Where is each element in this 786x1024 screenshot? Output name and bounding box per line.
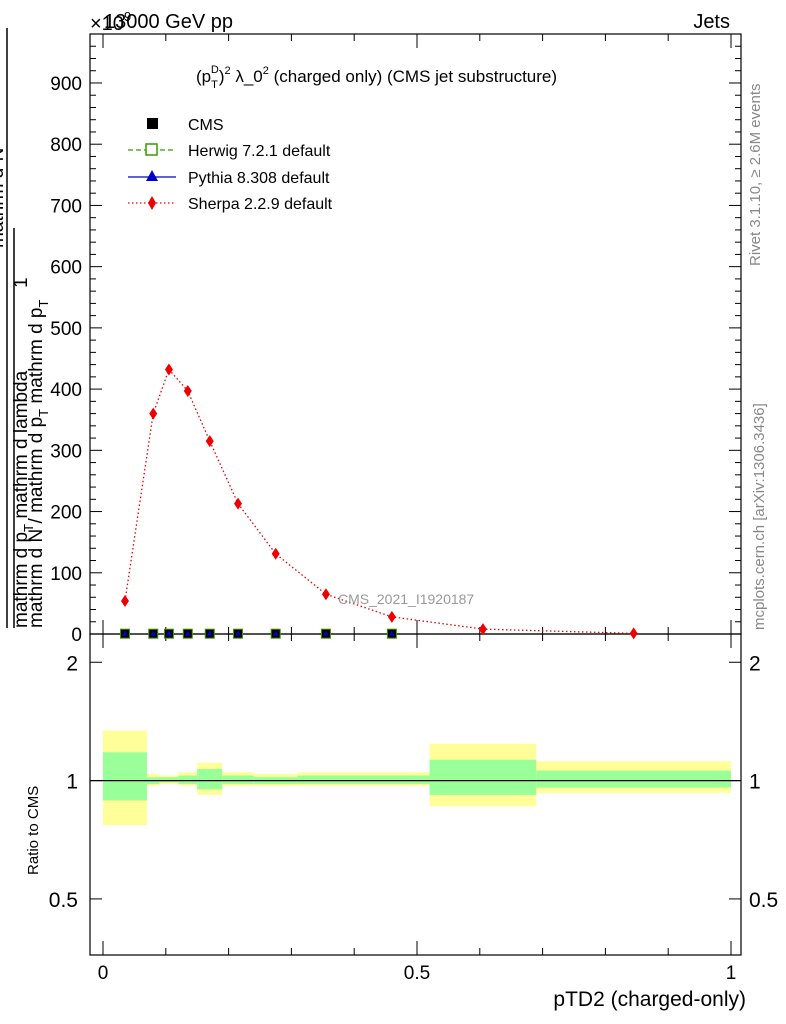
- sherpa-point: [478, 623, 487, 636]
- sherpa-point: [149, 407, 158, 420]
- y-tick-label: 900: [50, 74, 82, 95]
- energy-label: 13000 GeV pp: [104, 11, 233, 33]
- ratio-tick-label-right: 2: [749, 652, 761, 675]
- y-label-denominator: mathrm d N / mathrm d pT mathrm d pT: [26, 300, 51, 629]
- ratio-inner-band: [429, 759, 537, 795]
- y-tick-label: 100: [50, 564, 82, 585]
- pythia-point: [322, 630, 329, 636]
- ratio-bands: [103, 730, 731, 826]
- ratio-tick-label-right: 1: [749, 771, 761, 794]
- y-tick-label: 0: [71, 625, 82, 646]
- y-label-middle: mathrm d pT mathrm d lambda: [11, 370, 36, 628]
- header: ×109 13000 GeV pp Jets: [90, 9, 730, 35]
- ratio-inner-band: [536, 770, 731, 788]
- sherpa-point: [120, 594, 129, 607]
- y-tick-label: 700: [50, 196, 82, 217]
- ratio-inner-band: [159, 777, 179, 783]
- sherpa-point: [321, 588, 330, 601]
- mcplots-side-label: mcplots.cern.ch [arXiv:1306.3436]: [751, 403, 768, 630]
- y-axis-label: mathrm d N / mathrm d pT mathrm d pT mat…: [0, 28, 51, 628]
- sherpa-point: [271, 547, 280, 560]
- x-tick-label: 0.5: [404, 963, 430, 984]
- pythia-point: [206, 630, 213, 636]
- pythia-point: [388, 630, 395, 636]
- sherpa-point: [183, 384, 192, 397]
- y-label-numerator: mathrm d²N: [0, 148, 8, 248]
- series: [119, 363, 638, 640]
- ratio-tick-label-right: 0.5: [749, 889, 778, 912]
- y-tick-label: 500: [50, 319, 82, 340]
- ratio-inner-band: [103, 752, 147, 801]
- sherpa-point: [629, 627, 638, 640]
- pythia-point: [184, 630, 191, 636]
- y-tick-label: 200: [50, 503, 82, 524]
- pythia-point: [272, 630, 279, 636]
- legend-pythia-label: Pythia 8.308 default: [188, 170, 330, 187]
- y-tick-label: 800: [50, 135, 82, 156]
- y-tick-label: 600: [50, 258, 82, 279]
- ratio-inner-band: [178, 775, 198, 785]
- axes: 0 100 200 300 400 500 600 700 800 900 0 0.5 1 0.5 0.5 1…: [49, 33, 778, 984]
- ratio-inner-band: [297, 775, 430, 785]
- pythia-point: [150, 630, 157, 636]
- sherpa-point: [234, 497, 243, 510]
- ratio-inner-band: [222, 775, 254, 785]
- x-axis-label: pTD2 (charged-only): [553, 988, 746, 1011]
- ratio-plot-frame: [89, 633, 742, 956]
- sherpa-point: [387, 610, 396, 623]
- y-tick-label: 300: [50, 441, 82, 462]
- y-tick-label: 400: [50, 380, 82, 401]
- legend-herwig-marker: [145, 143, 158, 156]
- legend-herwig-label: Herwig 7.2.1 default: [188, 143, 331, 160]
- ratio-inner-band: [197, 769, 223, 790]
- sherpa-point: [164, 363, 173, 376]
- x-tick-label: 1: [726, 963, 737, 984]
- analysis-watermark: CMS_2021_I1920187: [338, 591, 474, 607]
- ratio-tick-label: 1: [66, 771, 78, 794]
- sherpa-point: [205, 435, 214, 448]
- legend-cms-marker: [147, 118, 158, 129]
- ratio-tick-label: 2: [66, 652, 78, 675]
- ratio-tick-label: 0.5: [49, 889, 78, 912]
- legend-sherpa-marker: [148, 196, 156, 210]
- jets-label: Jets: [693, 11, 730, 33]
- legend-sherpa-label: Sherpa 2.2.9 default: [188, 196, 333, 213]
- pythia-point: [165, 630, 172, 636]
- legend-pythia-marker: [146, 170, 158, 181]
- y-label-one: 1: [11, 277, 32, 288]
- legend-cms-label: CMS: [188, 117, 224, 134]
- pythia-point: [121, 630, 128, 636]
- rivet-side-label: Rivet 3.1.10, ≥ 2.6M events: [747, 84, 764, 267]
- pythia-point: [235, 630, 242, 636]
- exponent-label: ×109: [90, 9, 131, 35]
- x-tick-label: 0: [98, 963, 109, 984]
- ratio-y-label: Ratio to CMS: [25, 786, 42, 875]
- legend: CMS Herwig 7.2.1 default Pythia 8.308 de…: [128, 117, 333, 213]
- plot-title: (pTD)2 λ_02 (charged only) (CMS jet subs…: [196, 64, 557, 91]
